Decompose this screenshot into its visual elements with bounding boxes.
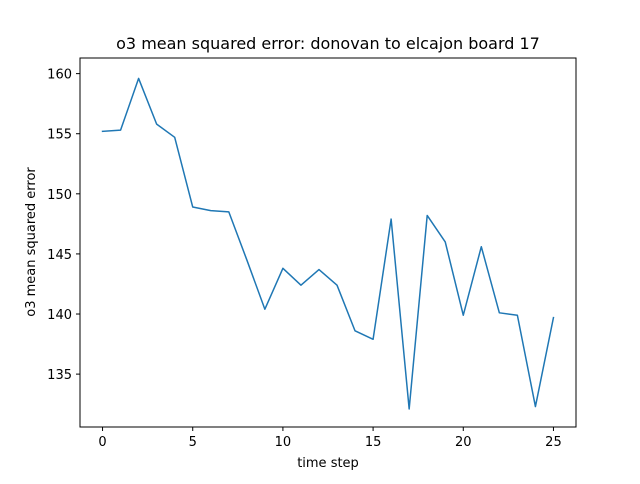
y-axis-label: o3 mean squared error xyxy=(24,167,39,317)
x-tick-label: 25 xyxy=(545,435,562,450)
chart-title: o3 mean squared error: donovan to elcajo… xyxy=(116,34,540,53)
x-tick-label: 0 xyxy=(98,435,106,450)
y-tick-label: 150 xyxy=(47,188,72,203)
y-axis-ticks: 135 140 145 150 155 160 xyxy=(47,68,80,383)
y-tick-label: 145 xyxy=(47,248,72,263)
x-tick-label: 10 xyxy=(275,435,292,450)
y-tick-label: 155 xyxy=(47,128,72,143)
y-tick-label: 140 xyxy=(47,308,72,323)
plot-area xyxy=(79,57,577,428)
axes-frame xyxy=(79,57,577,428)
x-tick-label: 15 xyxy=(365,435,382,450)
x-axis-label: time step xyxy=(297,456,359,471)
y-tick-label: 160 xyxy=(47,68,72,83)
series-line-0 xyxy=(101,77,555,410)
series-layer xyxy=(101,77,555,410)
y-tick-label: 135 xyxy=(47,368,72,383)
x-tick-label: 20 xyxy=(455,435,472,450)
x-tick-label: 5 xyxy=(189,435,197,450)
x-axis-ticks: 0 5 10 15 20 25 xyxy=(98,427,562,450)
